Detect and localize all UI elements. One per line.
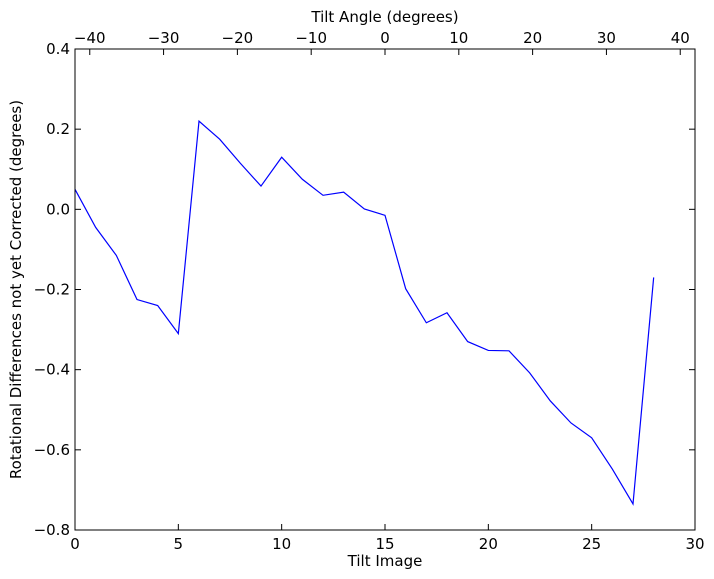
x2-tick-label: 0 [380,29,390,47]
y-tick-label: −0.6 [34,441,70,459]
x-tick-label: 15 [375,535,394,553]
x-tick-label: 10 [272,535,291,553]
series-line [74,119,655,506]
x2-tick-label: 30 [597,29,616,47]
x2-tick-label: −30 [148,29,180,47]
x2-tick-label: 40 [671,29,690,47]
y-tick-label: −0.4 [34,361,70,379]
x2-axis-label: Tilt Angle (degrees) [310,8,458,26]
x2-tick-label: 10 [449,29,468,47]
ticks-layer: 0 5 10 15 20 25 30 −0.8 −0.6 −0.4 −0.2 0.0 0.2 0.4−40… [34,29,705,553]
y-tick-label: −0.8 [34,521,70,539]
x2-tick-label: −40 [74,29,106,47]
y-tick-label: 0.0 [46,200,70,218]
y-axis-label: Rotational Differences not yet Corrected… [7,100,25,479]
x-tick-label: 25 [582,535,601,553]
x-axis-label: Tilt Image [347,552,423,570]
plot-frame [74,48,696,531]
labels-layer: Tilt Angle (degrees) Tilt Image Rotation… [7,8,459,570]
x2-tick-label: −20 [222,29,254,47]
x2-tick-label: 20 [523,29,542,47]
y-tick-label: 0.2 [46,120,70,138]
x2-tick-label: −10 [295,29,327,47]
y-tick-label: 0.4 [46,40,70,58]
y-tick-label: −0.2 [34,281,70,299]
x-tick-label: 5 [174,535,184,553]
lines-layer [74,119,655,506]
x-tick-label: 20 [479,535,498,553]
x-tick-label: 30 [685,535,704,553]
x-tick-label: 0 [70,535,80,553]
